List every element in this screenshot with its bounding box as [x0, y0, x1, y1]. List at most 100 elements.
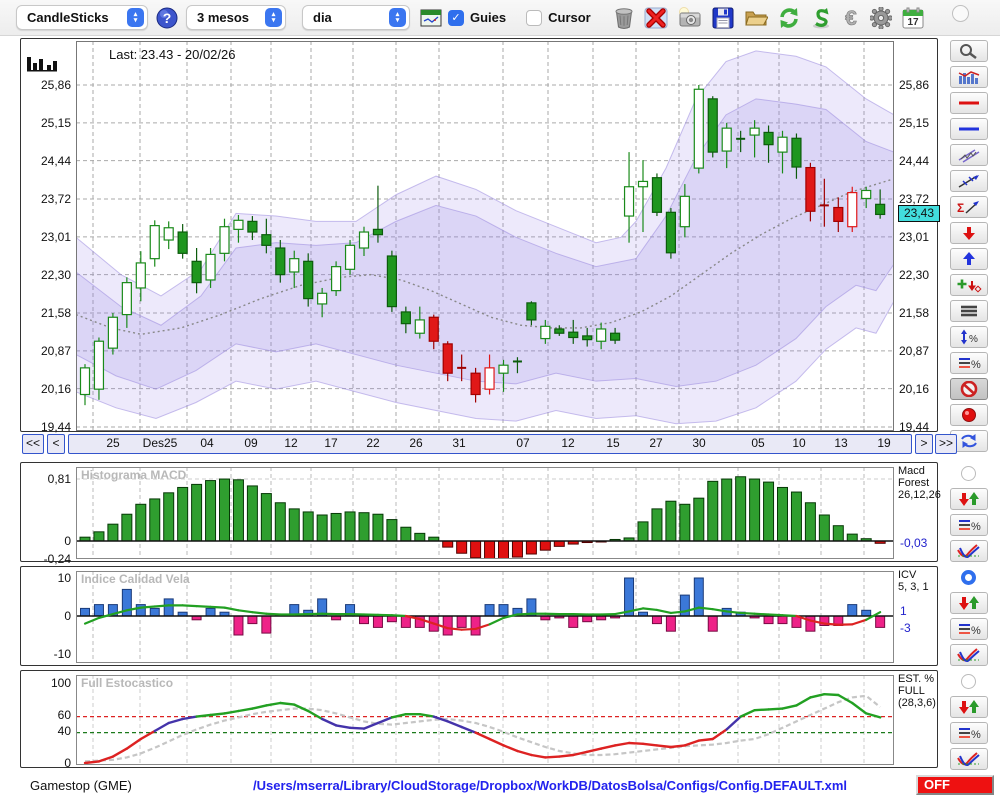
macd-lines-percent-button[interactable]: % [950, 514, 988, 536]
measure-vertical-button[interactable]: % [950, 326, 988, 348]
macd-panel-radio[interactable] [961, 466, 976, 481]
sigma-trend-button[interactable]: Σ [950, 196, 988, 218]
forbid-button[interactable] [950, 378, 988, 400]
macd-value-label: -0,03 [900, 536, 928, 551]
euro-icon[interactable]: € [842, 7, 860, 29]
axis-tick-label: 25,86 [899, 78, 930, 92]
chart-window-icon[interactable] [420, 8, 442, 28]
chart-type-value: CandleSticks [27, 10, 109, 25]
axis-tick-label: 10 [57, 571, 71, 585]
top-toolbar: CandleSticks ▴ ▾ ? 3 mesos ▴ ▾ dia ▴ ▾ ✓ Gu… [0, 0, 1000, 36]
histogram-mini-icon[interactable] [25, 51, 61, 75]
stoch-curves-button[interactable] [950, 748, 988, 770]
config-path-label: /Users/mserra/Library/CloudStorage/Dropb… [252, 778, 847, 793]
axis-tick-label: 20,87 [40, 343, 71, 358]
svg-text:17: 17 [907, 17, 919, 28]
axis-tick-label: 60 [57, 708, 71, 722]
period-select[interactable]: 3 mesos ▴ ▾ [186, 5, 286, 30]
off-toggle-button[interactable]: OFF [916, 775, 994, 795]
icv-params-label: ICV 5, 3, 1 [898, 569, 929, 593]
chevron-updown-icon: ▴ ▾ [389, 8, 406, 27]
date-tick-label: 15 [606, 436, 620, 450]
axis-tick-label: 23,72 [899, 191, 930, 206]
trend-line-button[interactable] [950, 170, 988, 192]
svg-text:%: % [969, 334, 978, 345]
red-hline-button[interactable] [950, 92, 988, 114]
svg-text:?: ? [163, 10, 172, 26]
icv-title: Indice Calidad Vela [81, 572, 190, 586]
price-chart[interactable] [76, 41, 894, 431]
axis-tick-label: 0 [64, 756, 71, 770]
date-tick-strip[interactable]: 25 Des25 04 09 12 17 22 26 31 07 12 15 27 30 05 10 13 19 [68, 434, 912, 454]
step-right-button[interactable]: > [915, 434, 933, 454]
list-lines-button[interactable] [950, 300, 988, 322]
save-icon[interactable] [712, 7, 734, 29]
indicator-panels-button[interactable] [950, 66, 988, 88]
interval-select[interactable]: dia ▴ ▾ [302, 5, 410, 30]
lines-percent-button[interactable]: % [950, 352, 988, 374]
axis-tick-label: 19,44 [40, 419, 71, 434]
axis-tick-label: 0,81 [47, 472, 71, 487]
date-tick-label: 13 [834, 436, 848, 450]
guies-label: Guies [470, 10, 507, 25]
icv-chart[interactable] [76, 571, 894, 663]
date-tick-label: 26 [409, 436, 423, 450]
icv-signals-arrows-button[interactable] [950, 592, 988, 614]
chart-type-select[interactable]: CandleSticks ▴ ▾ [16, 5, 148, 30]
svg-text:€: € [845, 7, 857, 29]
record-button[interactable] [950, 404, 988, 426]
macd-params-label: Macd Forest 26,12,26 [898, 465, 941, 501]
chevron-updown-icon: ▴ ▾ [127, 8, 144, 27]
icv-lines-percent-button[interactable]: % [950, 618, 988, 640]
icv-curves-button[interactable] [950, 644, 988, 666]
date-tick-label: 17 [324, 436, 338, 450]
cursor-checkbox[interactable] [526, 9, 543, 26]
arrow-down-button[interactable] [950, 222, 988, 244]
svg-text:%: % [971, 625, 981, 637]
refresh-icon[interactable] [778, 7, 800, 29]
stoch-signals-arrows-button[interactable] [950, 696, 988, 718]
channel-button[interactable] [950, 144, 988, 166]
svg-text:Σ: Σ [957, 201, 964, 215]
stoch-panel-radio[interactable] [961, 674, 976, 689]
price-panel: 25,86 25,86 25,15 25,15 24,44 24,44 23,72 23,72… [20, 38, 940, 434]
page-left-button[interactable]: << [22, 434, 44, 454]
camera-icon[interactable] [678, 7, 702, 28]
axis-tick-label: 19,44 [899, 419, 930, 434]
blue-hline-button[interactable] [950, 118, 988, 140]
date-tick-label: 12 [561, 436, 575, 450]
help-icon[interactable]: ? [156, 7, 178, 29]
macd-panel: Histograma MACD 0,81 0 -0,24 Macd Forest 26,… [20, 462, 941, 566]
open-folder-icon[interactable] [744, 8, 768, 28]
gear-icon[interactable] [869, 6, 892, 29]
refresh-small-button[interactable] [950, 430, 988, 452]
macd-signals-arrows-button[interactable] [950, 488, 988, 510]
sync-icon[interactable] [810, 7, 832, 29]
date-tick-label: 22 [366, 436, 380, 450]
toolbar-radio[interactable] [952, 5, 969, 22]
macd-chart[interactable] [76, 467, 894, 559]
zoom-tool-button[interactable] [950, 40, 988, 62]
guies-checkbox[interactable]: ✓ [448, 9, 464, 26]
axis-tick-label: 0 [64, 609, 71, 623]
add-signal-button[interactable] [950, 274, 988, 296]
chevron-updown-icon: ▴ ▾ [265, 8, 282, 27]
icv-panel-radio[interactable] [961, 570, 976, 585]
page-right-button[interactable]: >> [935, 434, 957, 454]
stoch-lines-percent-button[interactable]: % [950, 722, 988, 744]
arrow-up-button[interactable] [950, 248, 988, 270]
trash-icon[interactable] [614, 6, 634, 30]
axis-tick-label: 24,44 [899, 153, 930, 168]
axis-tick-label: 23,72 [40, 191, 71, 206]
macd-curves-button[interactable] [950, 540, 988, 562]
calendar-icon[interactable]: 17 [902, 7, 924, 29]
stochastic-panel: Full Estocastico 100 60 40 0 EST. % FULL (28,… [20, 670, 938, 770]
last-price-label: Last: 23.43 - 20/02/26 [109, 47, 236, 62]
icv-line-value-label: 1 [900, 604, 907, 619]
svg-text:%: % [971, 729, 981, 741]
axis-tick-label: 100 [50, 676, 71, 690]
stochastic-chart[interactable] [76, 675, 894, 765]
step-left-button[interactable]: < [47, 434, 65, 454]
delete-icon[interactable] [644, 7, 668, 29]
date-tick-label: 31 [452, 436, 466, 450]
